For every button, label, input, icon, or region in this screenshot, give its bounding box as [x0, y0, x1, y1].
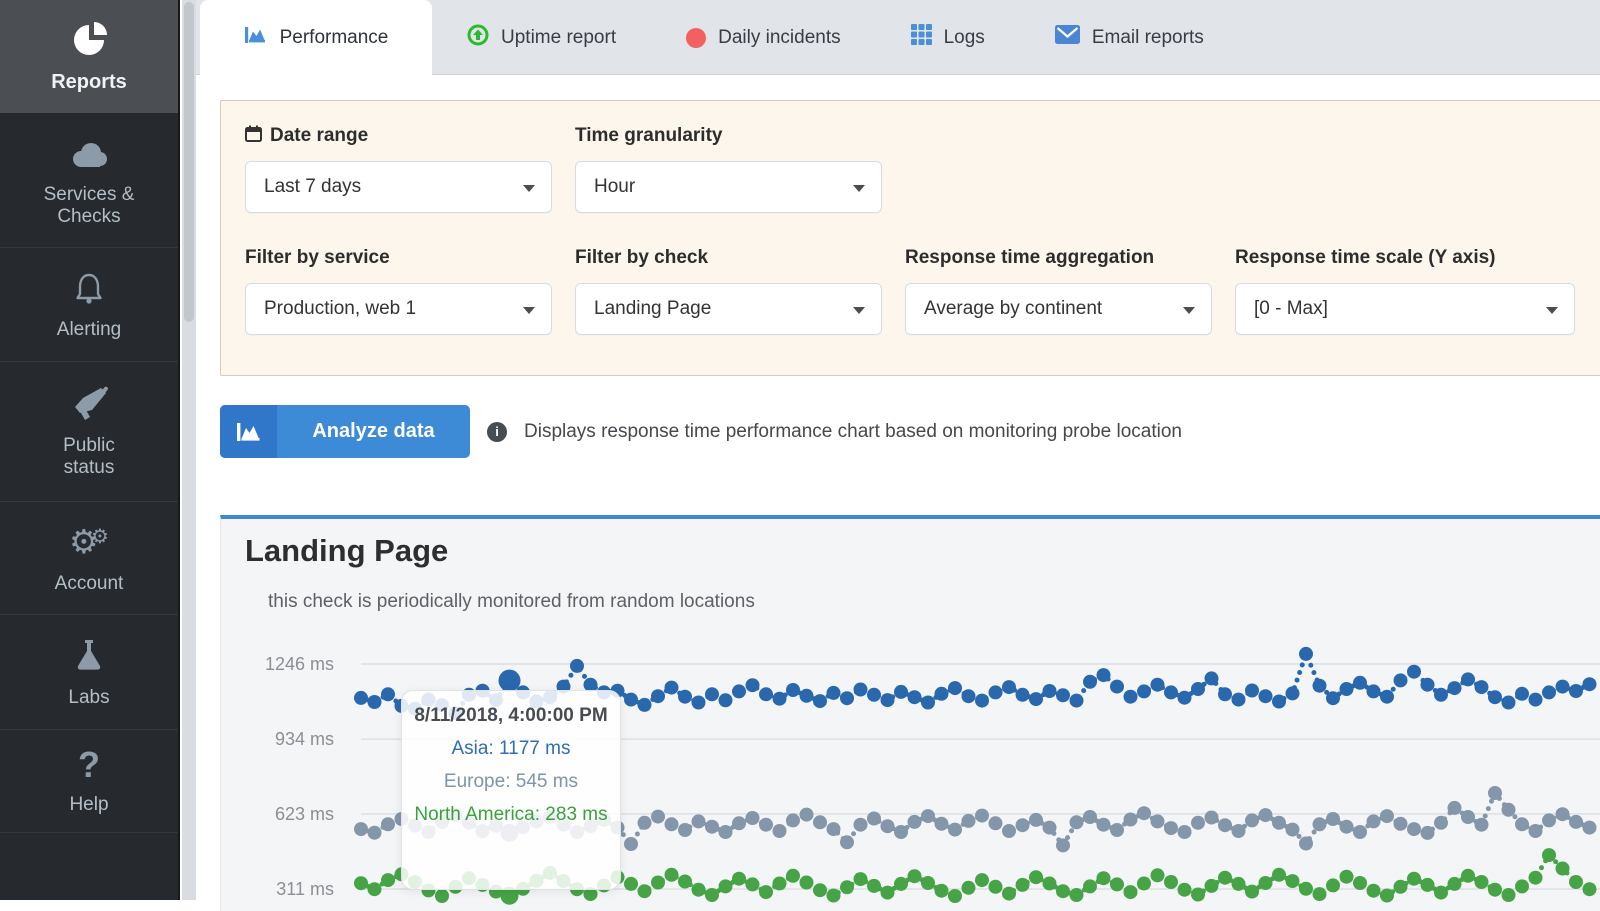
- scrollbar-thumb[interactable]: [184, 2, 194, 322]
- incident-dot-icon: [686, 28, 706, 48]
- sidebar-item-alerting[interactable]: Alerting: [0, 248, 178, 362]
- filter-by-service-select[interactable]: Production, web 1: [245, 283, 552, 335]
- chevron-down-icon: [523, 307, 535, 314]
- megaphone-icon: [67, 384, 111, 424]
- tab-logs[interactable]: Logs: [876, 0, 1020, 75]
- chevron-down-icon: [853, 307, 865, 314]
- aggregation-select[interactable]: Average by continent: [905, 283, 1212, 335]
- y-axis-tick-label: 1246 ms: [265, 654, 334, 674]
- envelope-icon: [1055, 25, 1080, 50]
- question-icon: ?: [78, 747, 100, 783]
- sidebar-item-label: Reports: [51, 71, 127, 94]
- y-axis-tick-label: 311 ms: [276, 879, 334, 899]
- chart-tooltip: 8/11/2018, 4:00:00 PM Asia: 1177 ms Euro…: [401, 690, 621, 890]
- check-subtitle: this check is periodically monitored fro…: [268, 591, 755, 613]
- tab-label: Performance: [280, 27, 389, 49]
- check-title: Landing Page: [245, 533, 448, 569]
- analyze-button-label: Analyze data: [277, 405, 470, 458]
- scale-select[interactable]: [0 - Max]: [1235, 283, 1575, 335]
- area-chart-icon: [244, 25, 268, 51]
- chevron-down-icon: [1546, 307, 1558, 314]
- tab-label: Daily incidents: [718, 27, 841, 49]
- tab-label: Uptime report: [501, 27, 616, 49]
- analyze-row: Analyze data i Displays response time pe…: [220, 405, 1600, 458]
- sidebar-item-services-checks[interactable]: Services & Checks: [0, 113, 178, 248]
- analyze-data-button[interactable]: Analyze data: [220, 405, 470, 458]
- aggregation-value: Average by continent: [924, 298, 1102, 320]
- sidebar-item-label: Public status: [63, 435, 115, 479]
- pie-chart-icon: [67, 20, 111, 60]
- hovered-data-point[interactable]: [499, 670, 521, 692]
- chevron-down-icon: [523, 185, 535, 192]
- tab-label: Email reports: [1092, 27, 1204, 49]
- area-chart-icon: [220, 405, 277, 458]
- tab-daily-incidents[interactable]: Daily incidents: [651, 0, 876, 75]
- scrollbar[interactable]: [182, 0, 196, 900]
- tooltip-timestamp: 8/11/2018, 4:00:00 PM: [402, 705, 620, 727]
- sidebar-item-label: Help: [69, 794, 108, 816]
- time-granularity-value: Hour: [594, 176, 635, 198]
- performance-chart-card: Landing Page this check is periodically …: [220, 515, 1600, 911]
- filter-label-time-granularity: Time granularity: [575, 123, 882, 149]
- tab-label: Logs: [944, 27, 985, 49]
- chevron-down-icon: [853, 185, 865, 192]
- main-area: Performance Uptime report Daily incident…: [196, 0, 1600, 900]
- tooltip-row-north-america: North America: 283 ms: [402, 804, 620, 826]
- sidebar-item-account[interactable]: ⚙⚙ Account: [0, 502, 178, 615]
- sidebar-item-label: Labs: [68, 687, 109, 709]
- y-axis-tick-label: 623 ms: [275, 804, 334, 824]
- date-range-select[interactable]: Last 7 days: [245, 161, 552, 213]
- date-range-value: Last 7 days: [264, 176, 361, 198]
- scale-value: [0 - Max]: [1254, 298, 1328, 320]
- calendar-icon: [245, 125, 262, 148]
- sidebar-item-label: Services & Checks: [44, 184, 135, 228]
- tooltip-row-asia: Asia: 1177 ms: [402, 738, 620, 760]
- bell-icon: [67, 268, 111, 308]
- flask-icon: [67, 636, 111, 676]
- tab-email-reports[interactable]: Email reports: [1020, 0, 1239, 75]
- table-grid-icon: [911, 24, 932, 51]
- sidebar-item-label: Account: [55, 573, 124, 595]
- filter-panel: Date range Last 7 days Time granularity …: [220, 100, 1600, 376]
- report-tabbar: Performance Uptime report Daily incident…: [196, 0, 1600, 75]
- sidebar-item-help[interactable]: ? Help: [0, 730, 178, 833]
- filter-by-check-select[interactable]: Landing Page: [575, 283, 882, 335]
- sidebar-item-label: Alerting: [57, 319, 121, 341]
- info-icon: i: [487, 422, 507, 442]
- filter-label-aggregation: Response time aggregation: [905, 245, 1212, 271]
- cloud-icon: [67, 133, 111, 173]
- gears-icon: ⚙⚙: [67, 522, 111, 562]
- sidebar-item-reports[interactable]: Reports: [0, 0, 178, 113]
- filter-label-service: Filter by service: [245, 245, 552, 271]
- filter-label-scale: Response time scale (Y axis): [1235, 245, 1575, 271]
- filter-label-date-range: Date range: [245, 123, 552, 149]
- time-granularity-select[interactable]: Hour: [575, 161, 882, 213]
- sidebar-item-labs[interactable]: Labs: [0, 615, 178, 730]
- analyze-info-text: Displays response time performance chart…: [524, 421, 1182, 443]
- service-value: Production, web 1: [264, 298, 416, 320]
- sidebar-item-public-status[interactable]: Public status: [0, 362, 178, 502]
- y-axis-tick-label: 934 ms: [275, 729, 334, 749]
- tab-performance[interactable]: Performance: [200, 0, 432, 76]
- sidebar: Reports Services & Checks Alerting: [0, 0, 180, 900]
- tab-uptime-report[interactable]: Uptime report: [432, 0, 651, 75]
- tooltip-row-europe: Europe: 545 ms: [402, 771, 620, 793]
- filter-label-check: Filter by check: [575, 245, 882, 271]
- chevron-down-icon: [1183, 307, 1195, 314]
- check-value: Landing Page: [594, 298, 711, 320]
- uptime-arrow-icon: [467, 24, 489, 52]
